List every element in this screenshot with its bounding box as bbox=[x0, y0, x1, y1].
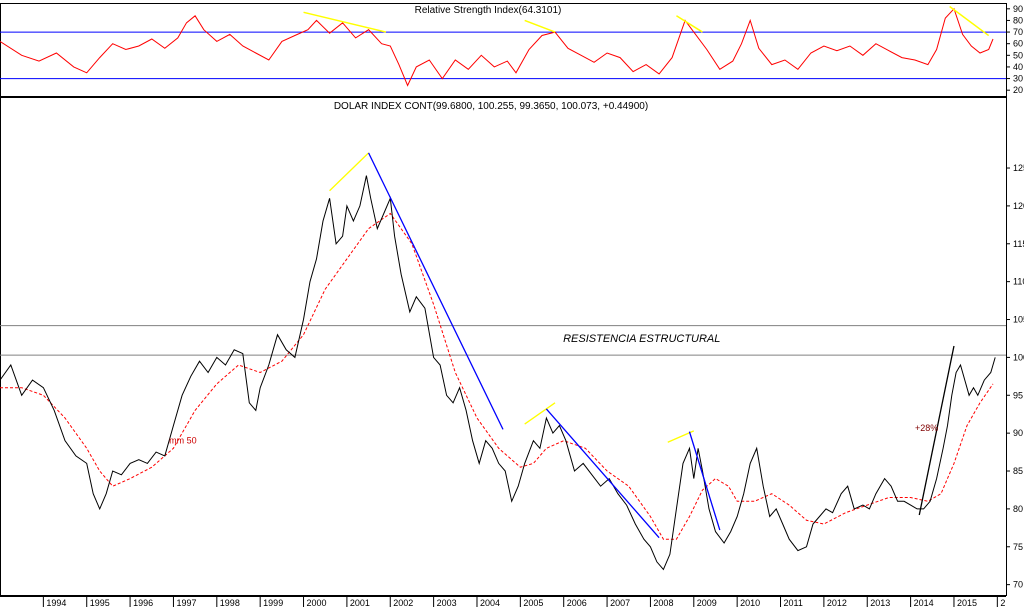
x-tick-label: 2006 bbox=[567, 598, 587, 608]
price-trendline bbox=[688, 431, 721, 531]
x-tick-label: 2010 bbox=[740, 598, 760, 608]
price-trendline bbox=[367, 152, 504, 430]
resistance-label: RESISTENCIA ESTRUCTURAL bbox=[563, 333, 720, 345]
x-tick-label: 2014 bbox=[914, 598, 934, 608]
x-tick-label: 2015 bbox=[957, 598, 977, 608]
rsi-trendline bbox=[949, 5, 990, 37]
x-tick-label: 2 bbox=[1000, 598, 1005, 608]
price-y-tick-label: 75 bbox=[1013, 542, 1023, 552]
resistance-lines bbox=[0, 325, 1006, 356]
rsi-y-tick-label: 50 bbox=[1013, 50, 1023, 60]
annotation: +28% bbox=[915, 423, 938, 433]
price-y-tick-label: 100 bbox=[1013, 352, 1024, 362]
price-y-tick-label: 80 bbox=[1013, 504, 1023, 514]
x-tick-label: 1997 bbox=[176, 598, 196, 608]
price-frame bbox=[0, 97, 1007, 596]
rsi-trendline bbox=[303, 11, 387, 33]
x-tick-label: 1998 bbox=[220, 598, 240, 608]
annotations: mm 50 +28% bbox=[169, 423, 938, 446]
x-tick-label: 2009 bbox=[697, 598, 717, 608]
rsi-y-tick-label: 70 bbox=[1013, 27, 1023, 37]
rsi-trendline bbox=[524, 19, 556, 33]
price-y-tick-label: 125 bbox=[1013, 163, 1024, 173]
x-tick-label: 2002 bbox=[393, 598, 413, 608]
rsi-y-tick-label: 80 bbox=[1013, 15, 1023, 25]
price-y-tick-label: 95 bbox=[1013, 390, 1023, 400]
x-tick-label: 2000 bbox=[307, 598, 327, 608]
price-y-tick-label: 120 bbox=[1013, 201, 1024, 211]
x-tick-label: 2011 bbox=[784, 598, 803, 608]
x-tick-label: 1999 bbox=[263, 598, 283, 608]
annotation: mm 50 bbox=[169, 436, 197, 446]
price-trendline bbox=[545, 408, 660, 539]
price-y-tick-label: 110 bbox=[1013, 277, 1024, 287]
x-tick-label: 2012 bbox=[827, 598, 847, 608]
price-title: DOLAR INDEX CONT(99.6800, 100.255, 99.36… bbox=[334, 101, 648, 112]
price-y-axis: 125 120 115 110 105 100 95 90 85 80 75 70 bbox=[1006, 163, 1024, 590]
price-trendlines bbox=[329, 152, 955, 539]
price-line bbox=[0, 175, 996, 571]
price-trendline bbox=[918, 345, 955, 516]
moving-average-line bbox=[0, 212, 994, 540]
x-tick-label: 1995 bbox=[90, 598, 110, 608]
x-tick-label: 2007 bbox=[610, 598, 630, 608]
x-tick-label: 1994 bbox=[46, 598, 66, 608]
x-tick-label: 2001 bbox=[350, 598, 370, 608]
x-tick-label: 2008 bbox=[653, 598, 673, 608]
price-trendline bbox=[329, 152, 370, 192]
x-tick-label: 2013 bbox=[870, 598, 890, 608]
rsi-trendlines bbox=[303, 5, 990, 37]
price-panel: DOLAR INDEX CONT(99.6800, 100.255, 99.36… bbox=[0, 97, 1024, 596]
price-y-tick-label: 105 bbox=[1013, 315, 1024, 325]
rsi-y-tick-label: 30 bbox=[1013, 74, 1023, 84]
price-y-tick-label: 115 bbox=[1013, 239, 1024, 249]
rsi-y-tick-label: 40 bbox=[1013, 62, 1023, 72]
price-y-tick-label: 70 bbox=[1013, 580, 1023, 590]
x-axis: 1994 1995 1996 1997 1998 1999 2000 2001 2002 2003… bbox=[0, 596, 1006, 608]
rsi-levels bbox=[0, 31, 1006, 80]
x-tick-label: 2003 bbox=[437, 598, 457, 608]
rsi-y-tick-label: 90 bbox=[1013, 4, 1023, 14]
rsi-frame bbox=[0, 3, 1007, 97]
x-tick-label: 1996 bbox=[133, 598, 153, 608]
x-tick-label: 2005 bbox=[523, 598, 543, 608]
rsi-title: Relative Strength Index(64.3101) bbox=[415, 5, 562, 16]
rsi-y-tick-label: 20 bbox=[1013, 85, 1023, 95]
rsi-trendline bbox=[676, 15, 703, 33]
price-trendline bbox=[524, 402, 556, 425]
rsi-line bbox=[0, 7, 994, 87]
price-y-tick-label: 85 bbox=[1013, 466, 1023, 476]
rsi-y-tick-label: 60 bbox=[1013, 39, 1023, 49]
price-y-tick-label: 90 bbox=[1013, 428, 1023, 438]
x-tick-label: 2004 bbox=[480, 598, 500, 608]
